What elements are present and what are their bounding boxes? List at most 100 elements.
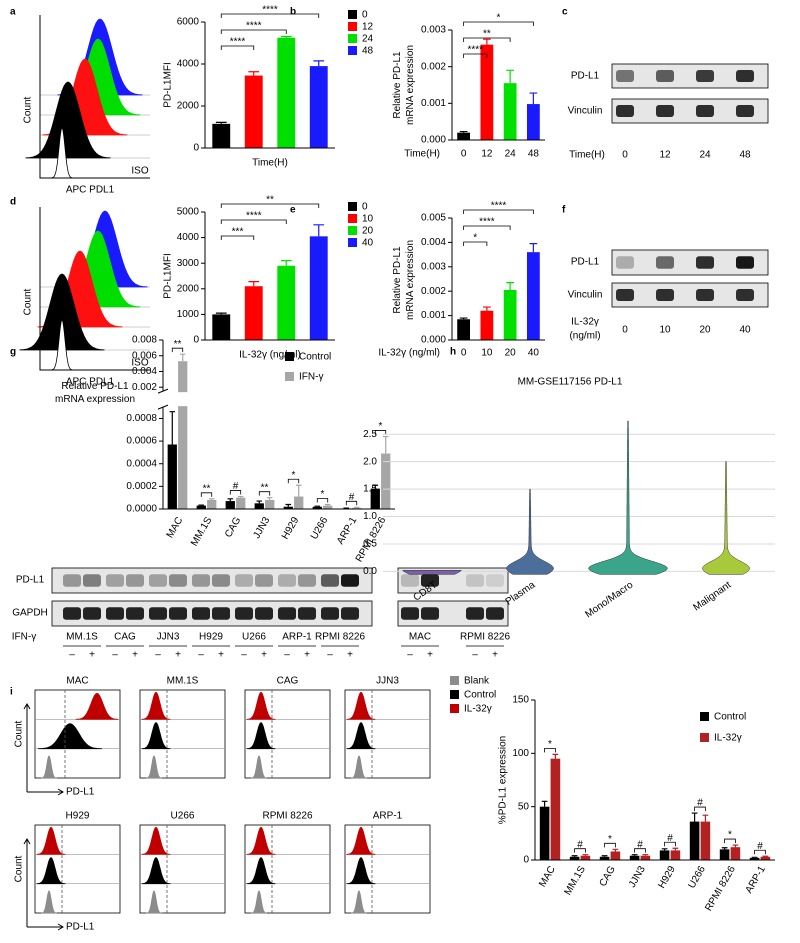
group-label: U266 xyxy=(242,632,266,643)
y-tick-label: 0.008 xyxy=(132,335,157,346)
y-axis-label: PD-L1MFI xyxy=(163,62,174,108)
blot-band xyxy=(421,607,439,620)
blot-row-label: PD-L1 xyxy=(571,71,600,82)
significance-label: * xyxy=(608,834,612,845)
significance-label: ** xyxy=(174,339,182,350)
blot-band xyxy=(421,574,439,587)
blot-band xyxy=(736,289,754,301)
blot-band xyxy=(169,607,187,620)
treatment-sign: + xyxy=(175,650,181,661)
error-bar xyxy=(280,260,292,266)
y-tick-label: 1.5 xyxy=(363,484,377,495)
histogram-peak xyxy=(346,691,376,720)
bar xyxy=(196,505,206,509)
histogram-peak xyxy=(251,890,267,914)
treatment-sign: + xyxy=(347,650,353,661)
panel-letter: h xyxy=(450,347,456,358)
blot-band xyxy=(321,574,339,587)
significance-label: * xyxy=(473,233,477,244)
bar xyxy=(719,849,730,860)
significance-label: **** xyxy=(246,211,262,222)
legend-swatch xyxy=(348,10,357,19)
histogram-peak xyxy=(141,857,171,885)
bar xyxy=(167,444,177,509)
legend-swatch xyxy=(450,690,459,699)
axis-label: PD-L1 xyxy=(66,922,95,933)
legend-swatch xyxy=(450,704,459,713)
bar xyxy=(309,236,328,340)
error-bar xyxy=(248,71,260,76)
significance-bracket xyxy=(724,838,736,844)
panel-letter: b xyxy=(290,7,296,18)
bar xyxy=(309,66,328,148)
blot-band xyxy=(63,607,81,620)
y-tick-label: 2000 xyxy=(177,283,200,294)
error-bar xyxy=(215,312,227,315)
y-tick-label: 150 xyxy=(512,695,529,706)
chart-title: MM-GSE117156 PD-L1 xyxy=(518,377,623,388)
histogram-peak xyxy=(38,723,102,750)
significance-bracket xyxy=(220,45,255,50)
legend-swatch xyxy=(348,202,357,211)
error-bar xyxy=(571,855,578,857)
blot-band xyxy=(656,105,674,117)
significance-label: **** xyxy=(230,37,246,48)
panel-letter: f xyxy=(562,205,566,216)
blot-band xyxy=(656,70,674,82)
y-tick-label: 3000 xyxy=(177,258,200,269)
error-bar xyxy=(198,504,205,506)
x-tick-label: MM.1S xyxy=(189,515,215,548)
blot-band xyxy=(235,574,253,587)
blot-band xyxy=(298,574,316,587)
y-axis-label: Relative PD-L1 xyxy=(392,51,403,119)
legend-label: 0 xyxy=(362,202,368,213)
bar xyxy=(277,37,296,148)
histogram-peak xyxy=(351,890,367,914)
significance-bracket xyxy=(374,430,387,435)
bar xyxy=(670,850,681,860)
bar xyxy=(700,821,711,860)
significance-bracket xyxy=(754,849,766,855)
panel-letter: c xyxy=(562,7,568,18)
panel-letter: i xyxy=(10,687,13,698)
bar xyxy=(629,855,640,860)
y-tick-label: 0.003 xyxy=(421,261,446,272)
blot-band xyxy=(235,607,253,620)
x-tick-label: 40 xyxy=(528,348,540,359)
error-bar xyxy=(179,353,186,362)
error-bar xyxy=(459,130,468,133)
bar xyxy=(244,286,263,340)
treatment-sign: – xyxy=(198,650,204,661)
error-bar xyxy=(732,844,739,848)
axis xyxy=(451,218,545,341)
histogram-peak xyxy=(251,755,267,779)
blot-band xyxy=(696,105,714,117)
error-bar xyxy=(215,121,227,124)
legend-label: 48 xyxy=(362,46,374,57)
axis-arrow xyxy=(23,703,31,792)
legend-swatch xyxy=(285,372,294,381)
error-bar xyxy=(506,69,514,84)
treatment-sign: – xyxy=(112,650,118,661)
blot-band xyxy=(486,607,504,620)
flow-title: RPMI 8226 xyxy=(262,811,312,822)
blot-band xyxy=(278,574,296,587)
x-tick-label: 48 xyxy=(528,149,540,160)
lane-label: 24 xyxy=(699,150,711,161)
y-tick-label: 0.0004 xyxy=(126,458,157,469)
axis-arrow xyxy=(27,923,64,931)
blot-axis-label: IFN-γ xyxy=(12,632,36,643)
y-tick-label: 0.001 xyxy=(421,98,446,109)
blot-band xyxy=(192,574,210,587)
error-bar xyxy=(483,306,491,311)
flow-title: JJN3 xyxy=(376,676,399,687)
treatment-sign: + xyxy=(304,650,310,661)
treatment-sign: + xyxy=(261,650,267,661)
error-bar xyxy=(353,506,360,508)
x-tick-label: JJN3 xyxy=(251,515,272,541)
treatment-sign: – xyxy=(69,650,75,661)
x-tick-label: JJN3 xyxy=(627,864,648,890)
group-label: RPMI 8226 xyxy=(460,632,510,643)
axis-arrow xyxy=(27,788,64,796)
axis xyxy=(534,700,775,861)
